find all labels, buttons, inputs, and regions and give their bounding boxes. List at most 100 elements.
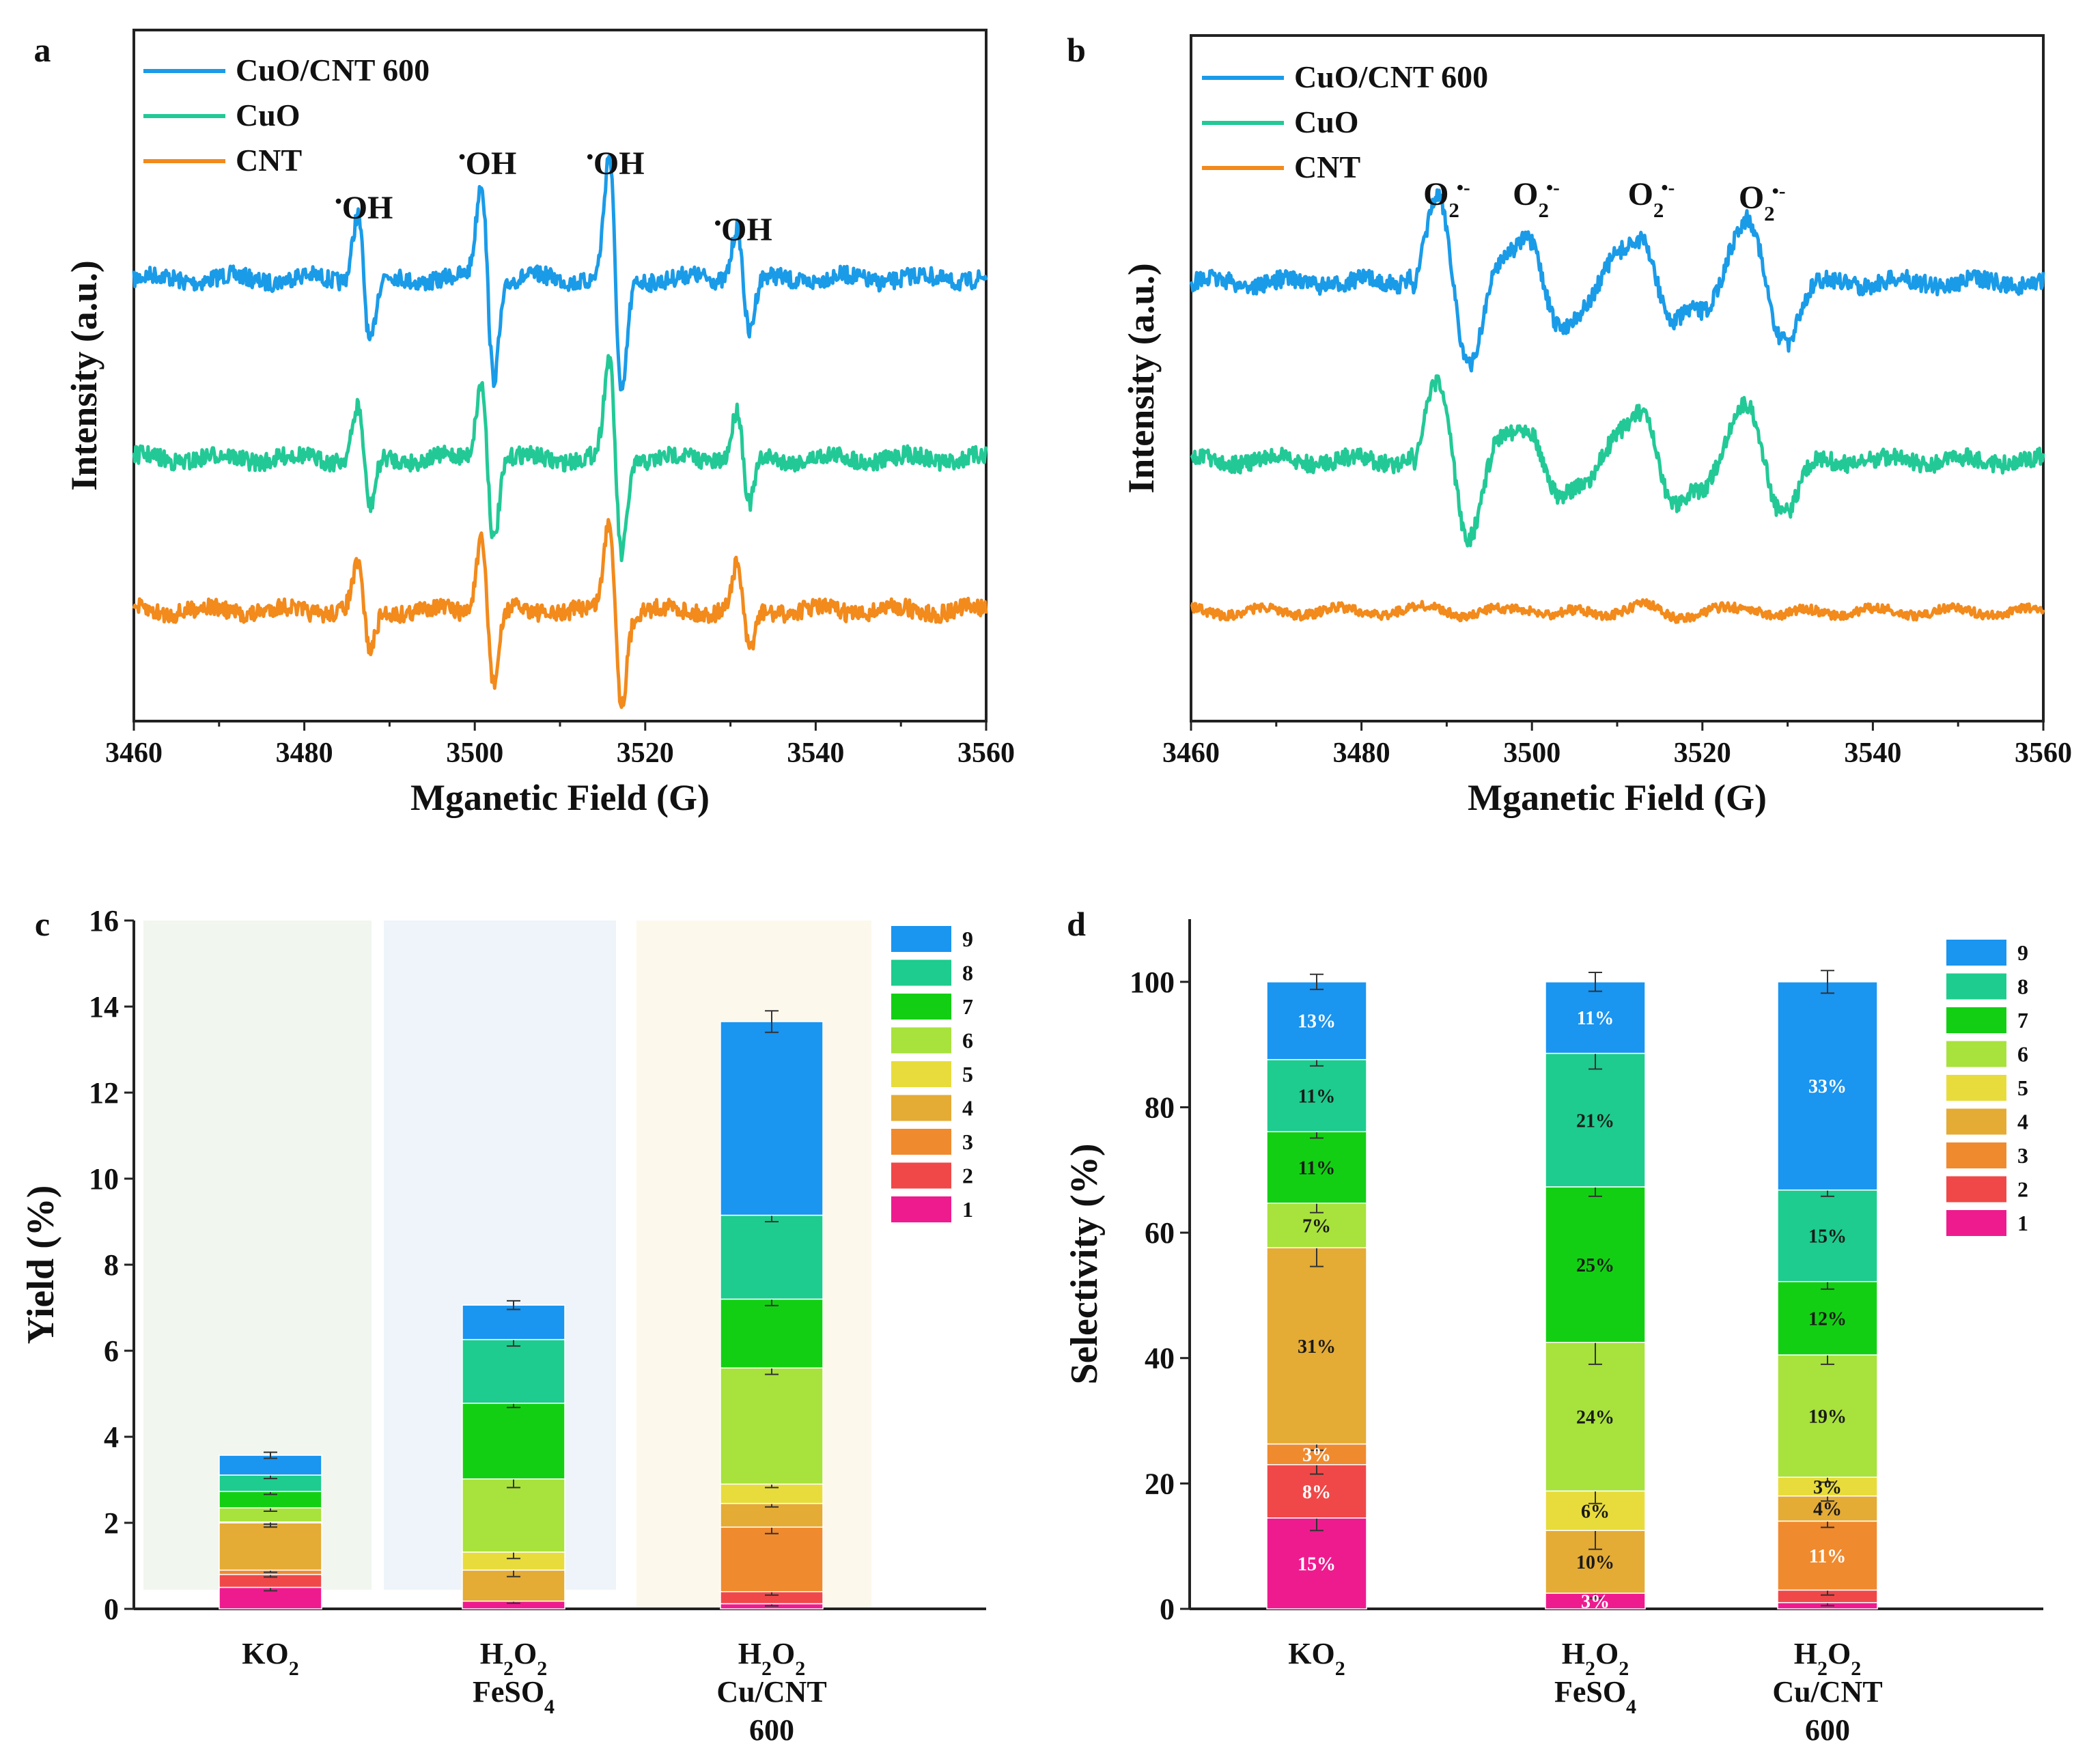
segment-value-label: 12% <box>1808 1308 1847 1330</box>
category-label: 600 <box>749 1713 794 1747</box>
legend-label: 2 <box>2017 1177 2028 1202</box>
peak-annotation: O2•- <box>1739 180 1786 225</box>
segment-value-label: 24% <box>1576 1407 1614 1429</box>
segment-value-label: 21% <box>1576 1110 1614 1132</box>
trace-cuo <box>132 354 988 563</box>
panel-letter: c <box>35 905 50 943</box>
bar-segment-8 <box>462 1338 565 1404</box>
y-tick-label: 10 <box>89 1162 119 1196</box>
y-tick-label: 20 <box>1145 1467 1175 1500</box>
legend-label: 9 <box>962 927 973 951</box>
peak-annotation: •OH <box>459 145 517 182</box>
legend-swatch <box>1946 940 2006 966</box>
panel-d: d 0 20 40 60 80 100 Selectivity (%) 15% 8% 3% 31% 7%… <box>1063 905 2043 1747</box>
bar-segment-8 <box>1266 1058 1367 1133</box>
bar-segment-6 <box>720 1367 824 1485</box>
legend-label: CuO <box>1294 104 1359 139</box>
segment-value-label: 15% <box>1298 1554 1336 1575</box>
legend-swatch <box>891 1129 951 1155</box>
x-tick-label: 3560 <box>957 738 1015 769</box>
bar-segment-7 <box>462 1403 565 1480</box>
x-axis-label: Mganetic Field (G) <box>1468 777 1767 818</box>
category-label: KO2 <box>242 1637 298 1680</box>
segment-value-label: 3% <box>1813 1477 1842 1498</box>
segment-value-label: 10% <box>1576 1552 1614 1573</box>
x-tick-label: 3520 <box>1674 738 1731 769</box>
x-tick-label: 3480 <box>1333 738 1390 769</box>
legend-swatch <box>891 1162 951 1189</box>
bar-segment-8 <box>720 1214 824 1300</box>
segment-value-label: 7% <box>1302 1216 1331 1237</box>
legend-label: CuO/CNT 600 <box>1294 59 1488 94</box>
x-axis-label: Mganetic Field (G) <box>410 777 710 818</box>
panel-letter: d <box>1067 905 1086 943</box>
legend-swatch <box>891 1027 951 1054</box>
legend-swatch <box>891 1061 951 1087</box>
legend-swatch <box>1946 1176 2006 1203</box>
bar-segment-8 <box>1545 1052 1646 1188</box>
trace-cuocnt <box>132 154 988 392</box>
y-tick-label: 0 <box>104 1592 119 1626</box>
bar-segment-7 <box>720 1298 824 1368</box>
segment-value-label: 8% <box>1302 1482 1331 1503</box>
legend-swatch <box>1946 1075 2006 1101</box>
y-tick-label: 2 <box>104 1506 119 1540</box>
segment-value-label: 11% <box>1809 1546 1846 1567</box>
legend-label: 3 <box>2017 1143 2028 1168</box>
peak-annotation: •OH <box>587 145 645 182</box>
legend-swatch <box>1946 1007 2006 1033</box>
x-tick-label: 3500 <box>446 738 503 769</box>
legend-label: 9 <box>2017 940 2028 965</box>
bar-segment-4 <box>219 1522 322 1571</box>
legend-swatch <box>891 1095 951 1121</box>
bar-segment-3 <box>1777 1520 1878 1591</box>
x-tick-label: 3460 <box>1162 738 1220 769</box>
legend-label: CNT <box>1294 150 1360 184</box>
peak-annotation: •OH <box>335 190 393 226</box>
bar-segment-7 <box>1777 1280 1878 1356</box>
x-tick-label: 3540 <box>787 738 844 769</box>
category-label: KO2 <box>1288 1637 1345 1680</box>
y-tick-label: 60 <box>1145 1216 1175 1250</box>
legend-label: 7 <box>962 994 973 1019</box>
legend-swatch <box>1946 1108 2006 1135</box>
peak-annotation: •OH <box>714 212 772 248</box>
y-axis-label: Intensity (a.u.) <box>64 260 104 491</box>
legend-label: 6 <box>2017 1042 2028 1067</box>
bar-segment-6 <box>1777 1354 1878 1478</box>
category-label: FeSO4 <box>1554 1675 1636 1718</box>
x-tick-label: 3520 <box>617 738 674 769</box>
category-label: Cu/CNT <box>1772 1675 1882 1709</box>
peak-annotation: O2•- <box>1628 176 1675 222</box>
bar-segment-7 <box>1266 1131 1367 1204</box>
y-axis-label: Intensity (a.u.) <box>1121 263 1162 494</box>
legend-swatch <box>1946 1142 2006 1168</box>
legend-swatch <box>1946 973 2006 1000</box>
legend-label: 7 <box>2017 1008 2028 1033</box>
trace-cnt <box>1190 598 2045 624</box>
segment-value-label: 6% <box>1581 1501 1610 1522</box>
bar-segment-9 <box>1545 981 1646 1054</box>
legend-label: CNT <box>236 143 302 178</box>
legend-swatch <box>891 926 951 952</box>
trace-cuocnt <box>1189 188 2045 373</box>
segment-value-label: 3% <box>1302 1445 1331 1466</box>
segment-value-label: 25% <box>1576 1255 1614 1276</box>
y-tick-label: 8 <box>104 1248 119 1282</box>
bar-segment-9 <box>462 1304 565 1340</box>
y-tick-label: 14 <box>89 990 119 1024</box>
legend-label: 3 <box>962 1129 973 1154</box>
panel-b: b 3460 3480 3500 3520 3540 3560 Mganetic Field … <box>1067 31 2072 818</box>
panel-letter: b <box>1067 31 1086 69</box>
peak-annotation: O2•- <box>1423 176 1470 222</box>
segment-value-label: 15% <box>1808 1226 1847 1248</box>
legend-label: 5 <box>962 1062 973 1086</box>
y-tick-label: 0 <box>1160 1592 1175 1626</box>
x-tick-label: 3500 <box>1503 738 1560 769</box>
segment-value-label: 19% <box>1808 1407 1847 1428</box>
bar-segment-8 <box>1777 1189 1878 1282</box>
legend-label: 1 <box>962 1197 973 1222</box>
x-tick-label: 3480 <box>276 738 333 769</box>
segment-value-label: 11% <box>1577 1008 1614 1029</box>
trace-cnt <box>132 518 988 710</box>
